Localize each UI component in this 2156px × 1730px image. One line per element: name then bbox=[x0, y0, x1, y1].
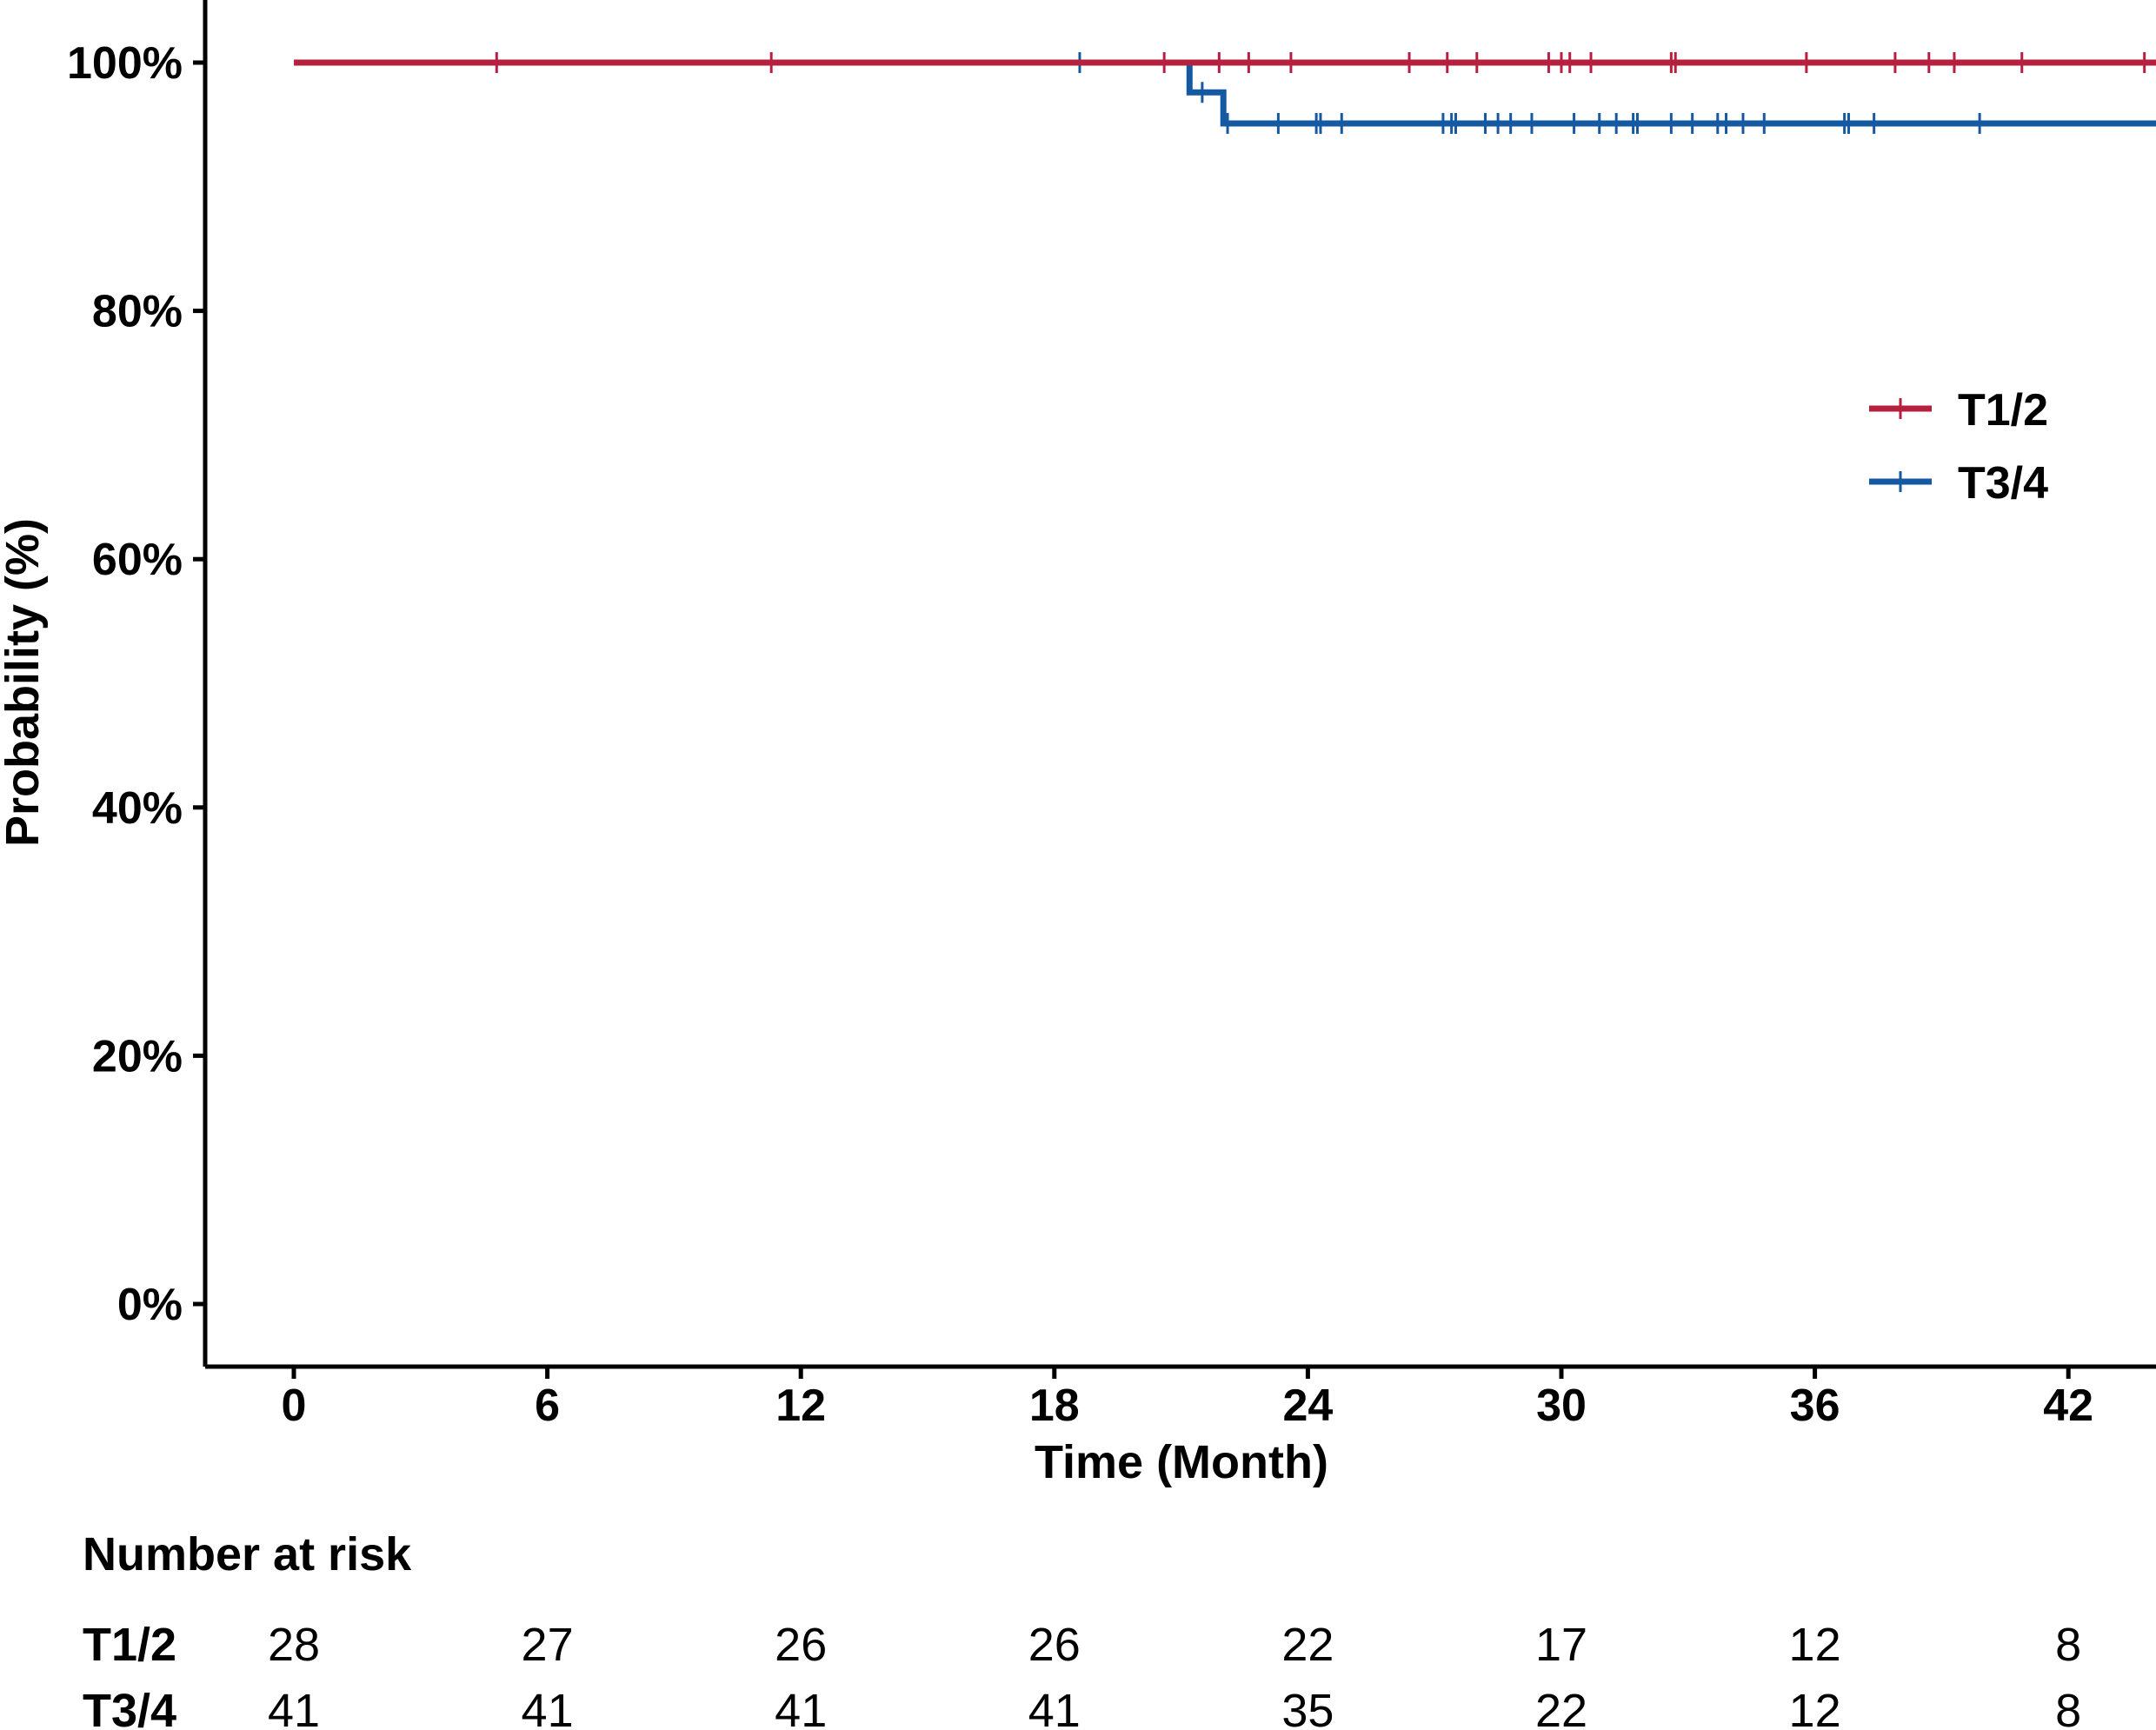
x-tick-label: 12 bbox=[775, 1381, 826, 1431]
legend: T1/2 T3/4 bbox=[1869, 385, 2048, 509]
risk-value-t12: 8 bbox=[2055, 1619, 2081, 1671]
y-tick-label: 20% bbox=[92, 1031, 183, 1081]
risk-group-label-t34: T3/4 bbox=[83, 1685, 176, 1730]
risk-value-t12: 12 bbox=[1789, 1619, 1841, 1671]
risk-value-t34: 41 bbox=[268, 1685, 320, 1730]
risk-value-t12: 26 bbox=[1028, 1619, 1081, 1671]
risk-value-t12: 28 bbox=[268, 1619, 320, 1671]
x-tick-label: 42 bbox=[2043, 1381, 2093, 1431]
legend-label-t34: T3/4 bbox=[1958, 458, 2048, 509]
survival-curves bbox=[294, 52, 2156, 134]
y-axis-ticks: 0% 20% 40% 60% 80% 100% bbox=[67, 38, 205, 1330]
x-tick-label: 0 bbox=[282, 1381, 307, 1431]
risk-value-t34: 35 bbox=[1281, 1685, 1334, 1730]
x-tick-label: 18 bbox=[1029, 1381, 1080, 1431]
x-tick-label: 36 bbox=[1790, 1381, 1840, 1431]
x-tick-label: 24 bbox=[1282, 1381, 1333, 1431]
y-tick-label: 0% bbox=[117, 1280, 183, 1330]
risk-value-t34: 12 bbox=[1789, 1685, 1841, 1730]
risk-table-title: Number at risk bbox=[83, 1528, 412, 1580]
risk-value-t12: 27 bbox=[522, 1619, 574, 1671]
risk-group-label-t12: T1/2 bbox=[83, 1619, 176, 1671]
x-tick-label: 6 bbox=[535, 1381, 560, 1431]
y-tick-label: 100% bbox=[67, 38, 183, 89]
x-axis-title: Time (Month) bbox=[1035, 1436, 1328, 1488]
y-tick-label: 80% bbox=[92, 287, 183, 337]
curve-t34 bbox=[294, 59, 2156, 127]
risk-value-t34: 8 bbox=[2055, 1685, 2081, 1730]
risk-value-t34: 41 bbox=[1028, 1685, 1081, 1730]
legend-item-t34: T3/4 bbox=[1869, 458, 2048, 509]
y-tick-label: 40% bbox=[92, 783, 183, 834]
x-axis-ticks: 0 6 12 18 24 30 36 42 bbox=[282, 1367, 2093, 1431]
risk-value-t12: 26 bbox=[775, 1619, 827, 1671]
risk-value-t12: 17 bbox=[1535, 1619, 1587, 1671]
y-axis-title: Probability (%) bbox=[0, 518, 49, 847]
y-tick-label: 60% bbox=[92, 535, 183, 585]
legend-item-t12: T1/2 bbox=[1869, 385, 2048, 436]
risk-value-t34: 41 bbox=[522, 1685, 574, 1730]
risk-value-t34: 41 bbox=[775, 1685, 827, 1730]
x-tick-label: 30 bbox=[1536, 1381, 1587, 1431]
risk-table-values: 28 27 26 26 22 17 12 8 41 41 41 41 35 22 12 8 bbox=[268, 1619, 2081, 1730]
risk-value-t12: 22 bbox=[1281, 1619, 1334, 1671]
risk-value-t34: 22 bbox=[1535, 1685, 1587, 1730]
legend-label-t12: T1/2 bbox=[1958, 385, 2048, 436]
